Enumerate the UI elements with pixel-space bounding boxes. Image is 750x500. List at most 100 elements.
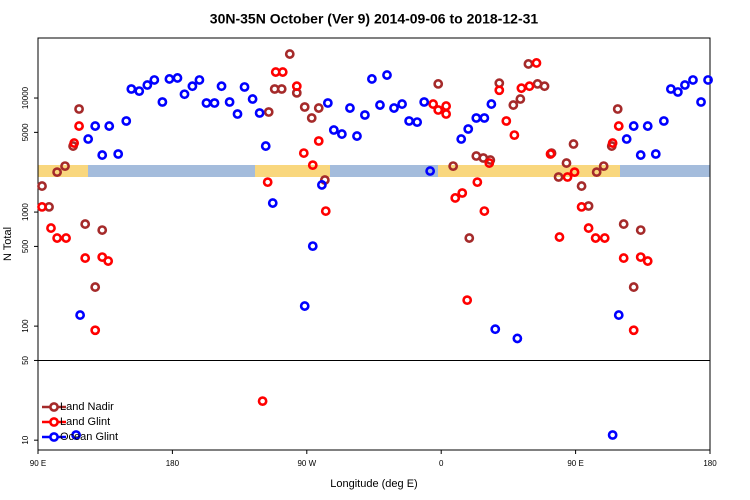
- point: [83, 134, 94, 144]
- point: [428, 99, 439, 109]
- point: [134, 86, 145, 97]
- legend-label: Land Nadir: [60, 401, 114, 413]
- point: [209, 98, 220, 108]
- point: [576, 202, 587, 212]
- point: [658, 116, 669, 126]
- point: [80, 253, 91, 263]
- point: [90, 325, 101, 336]
- point: [635, 225, 646, 235]
- point: [464, 233, 475, 243]
- point: [508, 100, 519, 110]
- point: [591, 167, 602, 178]
- point: [61, 233, 71, 243]
- point: [277, 67, 288, 77]
- point: [262, 177, 273, 188]
- y-axis-label: N Total: [2, 227, 14, 261]
- point: [628, 282, 639, 292]
- point: [545, 149, 556, 159]
- x-axis-label: Longitude (deg E): [330, 478, 417, 490]
- point: [484, 158, 495, 168]
- y-tick-label: 50: [21, 355, 30, 364]
- point: [479, 206, 490, 216]
- point: [263, 107, 274, 117]
- point: [450, 193, 461, 203]
- point: [97, 225, 108, 235]
- point: [104, 121, 115, 131]
- point: [389, 103, 399, 113]
- point: [472, 177, 483, 188]
- point: [74, 121, 84, 131]
- point: [531, 58, 542, 68]
- point: [257, 396, 268, 407]
- point: [553, 172, 564, 182]
- point: [613, 310, 624, 320]
- point: [448, 161, 459, 172]
- point: [598, 161, 609, 172]
- point: [60, 161, 70, 172]
- y-tick-label: 5000: [21, 123, 30, 141]
- point: [680, 80, 690, 90]
- point: [397, 99, 407, 109]
- legend-marker: [49, 402, 59, 412]
- point: [97, 150, 108, 160]
- point: [471, 113, 482, 123]
- point: [299, 301, 310, 311]
- point: [224, 97, 235, 107]
- point: [612, 104, 623, 114]
- point: [688, 75, 698, 85]
- point: [291, 81, 302, 92]
- point: [328, 125, 339, 135]
- point: [359, 110, 370, 120]
- point: [80, 219, 91, 229]
- point: [367, 74, 377, 84]
- x-tick-label: 90 W: [297, 459, 316, 468]
- point: [457, 188, 468, 198]
- point: [194, 75, 205, 85]
- point: [276, 84, 287, 94]
- point: [69, 138, 80, 148]
- point: [157, 97, 168, 107]
- point: [37, 202, 47, 212]
- x-tick-label: 180: [703, 459, 717, 468]
- x-tick-label: 90 E: [567, 459, 583, 468]
- point: [412, 117, 423, 128]
- point: [179, 89, 190, 100]
- point: [568, 139, 579, 149]
- x-tick-label: 90 E: [30, 459, 46, 468]
- point: [463, 124, 474, 134]
- point: [562, 172, 573, 182]
- point: [316, 180, 327, 190]
- plot-frame: [37, 37, 711, 451]
- point: [490, 324, 501, 335]
- point: [501, 116, 512, 126]
- point: [187, 81, 198, 92]
- point: [142, 80, 153, 90]
- point: [628, 121, 639, 131]
- x-tick-label: 0: [439, 459, 444, 468]
- point: [635, 252, 646, 262]
- legend-marker: [49, 417, 59, 427]
- point: [590, 233, 601, 243]
- point: [621, 134, 632, 144]
- point: [607, 430, 618, 440]
- point: [618, 219, 629, 229]
- y-tick-label: 10000: [21, 86, 30, 109]
- point: [650, 149, 661, 159]
- point: [539, 81, 550, 92]
- point: [345, 103, 355, 113]
- point: [672, 87, 683, 97]
- point: [75, 310, 86, 320]
- point: [232, 109, 243, 119]
- point: [628, 325, 639, 336]
- point: [284, 49, 295, 59]
- legend-marker: [49, 432, 59, 442]
- point: [52, 167, 63, 178]
- y-tick-label: 1000: [21, 203, 30, 221]
- point: [322, 98, 333, 108]
- point: [382, 70, 392, 80]
- point: [254, 108, 265, 118]
- point: [247, 94, 258, 104]
- point: [149, 75, 160, 85]
- y-tick-label: 10: [21, 435, 30, 444]
